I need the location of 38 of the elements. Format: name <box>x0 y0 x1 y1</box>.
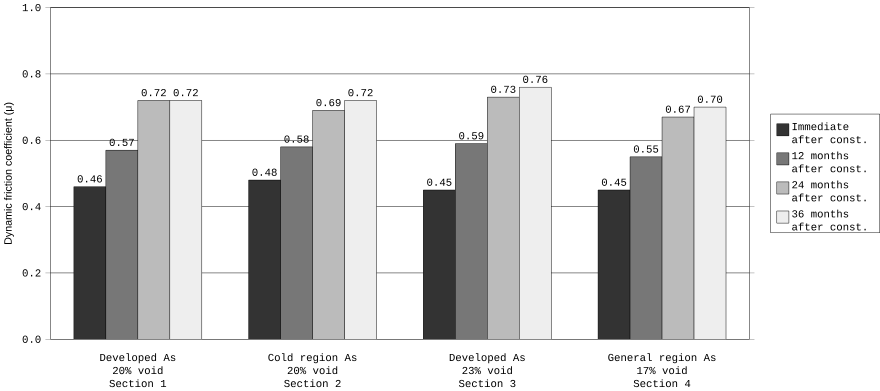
data-label: 0.46 <box>78 175 102 182</box>
data-label: 0.48 <box>252 168 277 176</box>
bar <box>423 190 456 340</box>
bar <box>598 190 630 340</box>
y-tick-label: 0.0 <box>22 336 41 343</box>
data-label: 0.73 <box>491 86 516 93</box>
legend-label: Immediate after const. <box>792 122 866 144</box>
legend-label: 36 months after const. <box>792 210 866 230</box>
data-label: 0.45 <box>427 178 452 186</box>
bar <box>455 143 488 340</box>
x-tick-label: Cold region As 20% void Section 2 <box>268 353 356 388</box>
data-label: 0.67 <box>666 106 690 113</box>
data-label: 0.72 <box>174 88 198 96</box>
data-label: 0.76 <box>523 76 548 83</box>
x-tick-label: General region As 17% void Section 4 <box>608 353 716 388</box>
data-label: 0.69 <box>316 98 341 106</box>
legend-label: 12 months after const. <box>792 151 866 172</box>
y-tick-label: 0.8 <box>22 70 41 78</box>
bar <box>280 146 313 340</box>
x-tick-label: Developed As 23% void Section 3 <box>450 353 525 388</box>
y-axis-title: Dynamic friction coefficient (μ) <box>4 102 14 244</box>
y-tick-label: 0.4 <box>22 202 41 210</box>
data-label: 0.57 <box>110 138 134 146</box>
bar <box>630 156 662 340</box>
data-label: 0.70 <box>698 96 722 103</box>
y-tick-label: 1.0 <box>22 4 41 12</box>
data-label: 0.72 <box>142 88 166 96</box>
data-label: 0.72 <box>348 88 373 96</box>
data-label: 0.45 <box>602 178 626 186</box>
legend-label: 24 months after const. <box>792 180 866 202</box>
bar <box>74 186 106 340</box>
data-label: 0.59 <box>459 132 484 140</box>
y-tick-label: 0.2 <box>22 269 40 277</box>
data-label: 0.55 <box>634 145 658 153</box>
x-tick-label: Developed As 20% void Section 1 <box>100 353 176 388</box>
y-tick-label: 0.6 <box>22 136 41 144</box>
bar <box>106 150 138 340</box>
bar <box>248 180 281 340</box>
